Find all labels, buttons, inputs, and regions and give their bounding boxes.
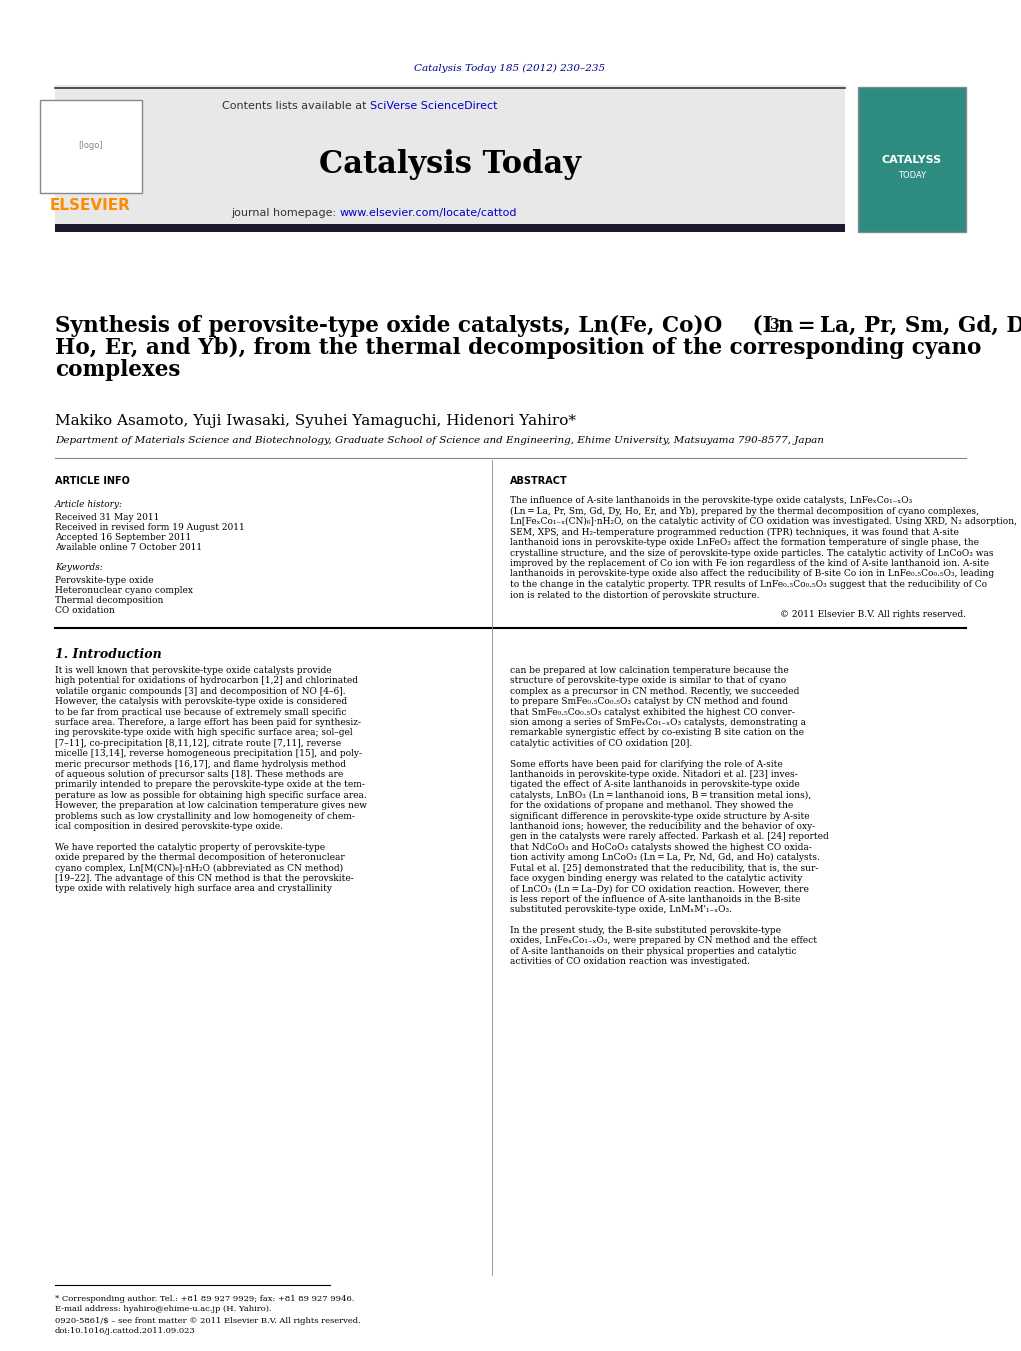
Text: ical composition in desired perovskite-type oxide.: ical composition in desired perovskite-t… (55, 821, 283, 831)
Text: Keywords:: Keywords: (55, 563, 103, 571)
Text: Department of Materials Science and Biotechnology, Graduate School of Science an: Department of Materials Science and Biot… (55, 436, 824, 444)
Text: lanthanoid ions in perovskite-type oxide LnFeO₃ affect the formation temperature: lanthanoid ions in perovskite-type oxide… (510, 538, 979, 547)
Text: Synthesis of perovsite-type oxide catalysts, Ln(Fe, Co)O: Synthesis of perovsite-type oxide cataly… (55, 315, 722, 338)
Text: Article history:: Article history: (55, 500, 123, 509)
Text: remarkable synergistic effect by co-existing B site cation on the: remarkable synergistic effect by co-exis… (510, 728, 804, 738)
Text: ion is related to the distortion of perovskite structure.: ion is related to the distortion of pero… (510, 590, 760, 600)
Text: 3: 3 (769, 317, 779, 332)
Text: activities of CO oxidation reaction was investigated.: activities of CO oxidation reaction was … (510, 958, 750, 966)
Text: to be far from practical use because of extremely small specific: to be far from practical use because of … (55, 708, 346, 716)
Text: TODAY: TODAY (897, 170, 926, 180)
Text: primarily intended to prepare the perovskite-type oxide at the tem-: primarily intended to prepare the perovs… (55, 781, 364, 789)
Bar (858, 86, 966, 232)
Text: that NdCoO₃ and HoCoO₃ catalysts showed the highest CO oxida-: that NdCoO₃ and HoCoO₃ catalysts showed … (510, 843, 812, 851)
Text: CO oxidation: CO oxidation (55, 607, 114, 615)
Text: Available online 7 October 2011: Available online 7 October 2011 (55, 543, 202, 553)
Text: meric precursor methods [16,17], and flame hydrolysis method: meric precursor methods [16,17], and fla… (55, 759, 346, 769)
Text: Catalysis Today 185 (2012) 230–235: Catalysis Today 185 (2012) 230–235 (415, 63, 605, 73)
Text: sion among a series of SmFeₓCo₁₋ₓO₃ catalysts, demonstrating a: sion among a series of SmFeₓCo₁₋ₓO₃ cata… (510, 717, 806, 727)
Text: However, the preparation at low calcination temperature gives new: However, the preparation at low calcinat… (55, 801, 367, 811)
Text: is less report of the influence of A-site lanthanoids in the B-site: is less report of the influence of A-sit… (510, 894, 800, 904)
Text: Catalysis Today: Catalysis Today (319, 150, 581, 181)
Text: E-mail address: hyahiro@ehime-u.ac.jp (H. Yahiro).: E-mail address: hyahiro@ehime-u.ac.jp (H… (55, 1305, 272, 1313)
Text: SciVerse ScienceDirect: SciVerse ScienceDirect (370, 101, 497, 111)
Text: doi:10.1016/j.cattod.2011.09.023: doi:10.1016/j.cattod.2011.09.023 (55, 1327, 196, 1335)
Text: journal homepage:: journal homepage: (232, 208, 340, 218)
Text: face oxygen binding energy was related to the catalytic activity: face oxygen binding energy was related t… (510, 874, 803, 884)
Text: complexes: complexes (55, 359, 181, 381)
Text: to the change in the catalytic property. TPR results of LnFe₀.₅Co₀.₅O₃ suggest t: to the change in the catalytic property.… (510, 580, 987, 589)
Text: (Ln = La, Pr, Sm, Gd, Dy, Ho, Er, and Yb), prepared by the thermal decomposition: (Ln = La, Pr, Sm, Gd, Dy, Ho, Er, and Yb… (510, 507, 979, 516)
Text: perature as low as possible for obtaining high specific surface area.: perature as low as possible for obtainin… (55, 790, 367, 800)
Text: problems such as low crystallinity and low homogeneity of chem-: problems such as low crystallinity and l… (55, 812, 355, 820)
Text: Futal et al. [25] demonstrated that the reducibility, that is, the sur-: Futal et al. [25] demonstrated that the … (510, 863, 819, 873)
Text: The influence of A-site lanthanoids in the perovskite-type oxide catalysts, LnFe: The influence of A-site lanthanoids in t… (510, 496, 912, 505)
Text: Received in revised form 19 August 2011: Received in revised form 19 August 2011 (55, 523, 245, 532)
Text: We have reported the catalytic property of perovskite-type: We have reported the catalytic property … (55, 843, 325, 851)
Text: high potential for oxidations of hydrocarbon [1,2] and chlorinated: high potential for oxidations of hydroca… (55, 677, 358, 685)
Text: cyano complex, Ln[M(CN)₆]·nH₂O (abbreviated as CN method): cyano complex, Ln[M(CN)₆]·nH₂O (abbrevia… (55, 863, 343, 873)
Text: surface area. Therefore, a large effort has been paid for synthesiz-: surface area. Therefore, a large effort … (55, 717, 361, 727)
Text: of A-site lanthanoids on their physical properties and catalytic: of A-site lanthanoids on their physical … (510, 947, 796, 955)
Text: tigated the effect of A-site lanthanoids in perovskite-type oxide: tigated the effect of A-site lanthanoids… (510, 781, 799, 789)
Text: (Ln = La, Pr, Sm, Gd, Dy,: (Ln = La, Pr, Sm, Gd, Dy, (55, 315, 1021, 338)
Text: Perovskite-type oxide: Perovskite-type oxide (55, 576, 153, 585)
Text: gen in the catalysts were rarely affected. Parkash et al. [24] reported: gen in the catalysts were rarely affecte… (510, 832, 829, 842)
Text: Received 31 May 2011: Received 31 May 2011 (55, 513, 159, 521)
Bar (40, 100, 142, 193)
Text: Heteronuclear cyano complex: Heteronuclear cyano complex (55, 586, 193, 594)
Text: Makiko Asamoto, Yuji Iwasaki, Syuhei Yamaguchi, Hidenori Yahiro*: Makiko Asamoto, Yuji Iwasaki, Syuhei Yam… (55, 413, 576, 428)
Text: complex as a precursor in CN method. Recently, we succeeded: complex as a precursor in CN method. Rec… (510, 686, 799, 696)
Text: However, the catalysis with perovskite-type oxide is considered: However, the catalysis with perovskite-t… (55, 697, 347, 707)
Text: lanthanoids in perovskite-type oxide. Nitadori et al. [23] inves-: lanthanoids in perovskite-type oxide. Ni… (510, 770, 797, 780)
Text: of LnCO₃ (Ln = La–Dy) for CO oxidation reaction. However, there: of LnCO₃ (Ln = La–Dy) for CO oxidation r… (510, 885, 809, 893)
Text: ing perovskite-type oxide with high specific surface area; sol–gel: ing perovskite-type oxide with high spec… (55, 728, 352, 738)
Text: ABSTRACT: ABSTRACT (510, 476, 568, 486)
Text: [7–11], co-precipitation [8,11,12], citrate route [7,11], reverse: [7–11], co-precipitation [8,11,12], citr… (55, 739, 341, 748)
Text: micelle [13,14], reverse homogeneous precipitation [15], and poly-: micelle [13,14], reverse homogeneous pre… (55, 750, 362, 758)
Text: substituted perovskite-type oxide, LnMₓM'₁₋ₓO₃.: substituted perovskite-type oxide, LnMₓM… (510, 905, 732, 915)
Text: Some efforts have been paid for clarifying the role of A-site: Some efforts have been paid for clarifyi… (510, 759, 783, 769)
Text: [logo]: [logo] (79, 141, 103, 150)
Text: of aqueous solution of precursor salts [18]. These methods are: of aqueous solution of precursor salts [… (55, 770, 343, 780)
Text: It is well known that perovskite-type oxide catalysts provide: It is well known that perovskite-type ox… (55, 666, 332, 676)
Text: Ho, Er, and Yb), from the thermal decomposition of the corresponding cyano: Ho, Er, and Yb), from the thermal decomp… (55, 336, 981, 359)
Text: 1. Introduction: 1. Introduction (55, 648, 161, 661)
Text: type oxide with relatively high surface area and crystallinity: type oxide with relatively high surface … (55, 885, 332, 893)
Text: * Corresponding author. Tel.: +81 89 927 9929; fax: +81 89 927 9946.: * Corresponding author. Tel.: +81 89 927… (55, 1296, 354, 1302)
Text: to prepare SmFe₀.₅Co₀.₅O₃ catalyst by CN method and found: to prepare SmFe₀.₅Co₀.₅O₃ catalyst by CN… (510, 697, 788, 707)
Text: improved by the replacement of Co ion with Fe ion regardless of the kind of A-si: improved by the replacement of Co ion wi… (510, 559, 989, 567)
Text: Contents lists available at: Contents lists available at (222, 101, 370, 111)
Text: tion activity among LnCoO₃ (Ln = La, Pr, Nd, Gd, and Ho) catalysts.: tion activity among LnCoO₃ (Ln = La, Pr,… (510, 854, 820, 862)
Text: www.elsevier.com/locate/cattod: www.elsevier.com/locate/cattod (340, 208, 518, 218)
Text: 0920-5861/$ – see front matter © 2011 Elsevier B.V. All rights reserved.: 0920-5861/$ – see front matter © 2011 El… (55, 1317, 360, 1325)
Text: significant difference in perovskite-type oxide structure by A-site: significant difference in perovskite-typ… (510, 812, 810, 820)
Text: volatile organic compounds [3] and decomposition of NO [4–6].: volatile organic compounds [3] and decom… (55, 686, 346, 696)
Text: CATALYSS: CATALYSS (882, 155, 942, 165)
Text: that SmFe₀.₅Co₀.₅O₃ catalyst exhibited the highest CO conver-: that SmFe₀.₅Co₀.₅O₃ catalyst exhibited t… (510, 708, 795, 716)
Text: In the present study, the B-site substituted perovskite-type: In the present study, the B-site substit… (510, 925, 781, 935)
Text: ARTICLE INFO: ARTICLE INFO (55, 476, 130, 486)
Text: lanthanoid ions; however, the reducibility and the behavior of oxy-: lanthanoid ions; however, the reducibili… (510, 821, 815, 831)
Text: Accepted 16 September 2011: Accepted 16 September 2011 (55, 534, 191, 542)
Text: ELSEVIER: ELSEVIER (50, 197, 131, 212)
Text: lanthanoids in perovskite-type oxide also affect the reducibility of B-site Co i: lanthanoids in perovskite-type oxide als… (510, 570, 994, 578)
Text: © 2011 Elsevier B.V. All rights reserved.: © 2011 Elsevier B.V. All rights reserved… (780, 611, 966, 619)
Text: can be prepared at low calcination temperature because the: can be prepared at low calcination tempe… (510, 666, 789, 676)
Text: SEM, XPS, and H₂-temperature programmed reduction (TPR) techniques, it was found: SEM, XPS, and H₂-temperature programmed … (510, 527, 959, 536)
Text: Thermal decomposition: Thermal decomposition (55, 596, 163, 605)
Bar (55, 85, 845, 230)
Bar (55, 224, 845, 232)
Text: catalysts, LnBO₃ (Ln = lanthanoid ions, B = transition metal ions),: catalysts, LnBO₃ (Ln = lanthanoid ions, … (510, 790, 811, 800)
Text: catalytic activities of CO oxidation [20].: catalytic activities of CO oxidation [20… (510, 739, 692, 748)
Text: [19–22]. The advantage of this CN method is that the perovskite-: [19–22]. The advantage of this CN method… (55, 874, 353, 884)
Text: oxides, LnFeₓCo₁₋ₓO₃, were prepared by CN method and the effect: oxides, LnFeₓCo₁₋ₓO₃, were prepared by C… (510, 936, 817, 946)
Text: for the oxidations of propane and methanol. They showed the: for the oxidations of propane and methan… (510, 801, 793, 811)
Text: Ln[FeₓCo₁₋ₓ(CN)₆]·nH₂O, on the catalytic activity of CO oxidation was investigat: Ln[FeₓCo₁₋ₓ(CN)₆]·nH₂O, on the catalytic… (510, 517, 1017, 526)
Text: structure of perovskite-type oxide is similar to that of cyano: structure of perovskite-type oxide is si… (510, 677, 786, 685)
Text: oxide prepared by the thermal decomposition of heteronuclear: oxide prepared by the thermal decomposit… (55, 854, 345, 862)
Text: crystalline structure, and the size of perovskite-type oxide particles. The cata: crystalline structure, and the size of p… (510, 549, 993, 558)
